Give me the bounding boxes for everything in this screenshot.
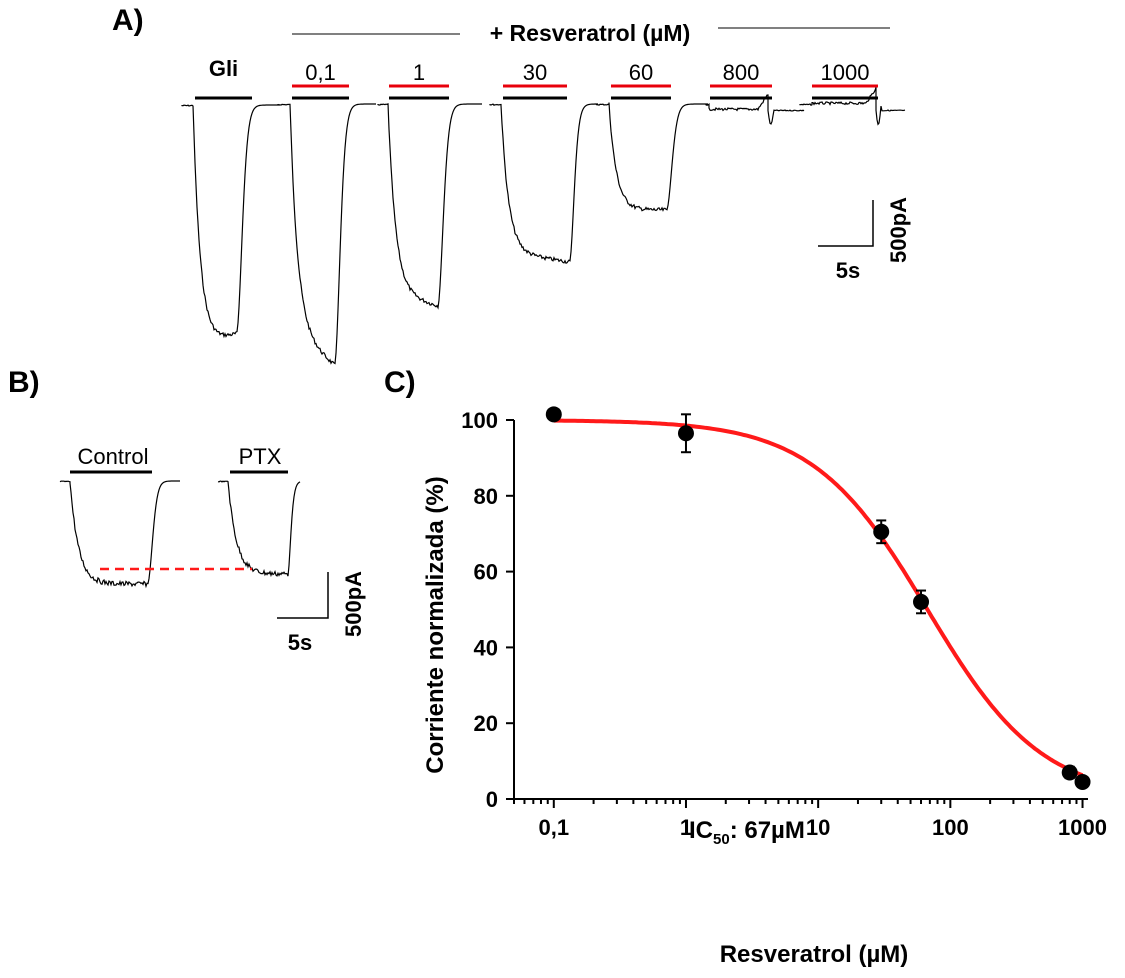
y-axis-ticks: 0 20 40 60 80 100	[461, 408, 514, 812]
trace-label: Gli	[209, 56, 238, 81]
ic50-value: : 67µM	[730, 817, 805, 844]
resveratrol-header: + Resveratrol (µM)	[490, 20, 691, 46]
panel-a-traces: Gli 0,1 1 30 60 800 1000	[181, 56, 906, 365]
data-points	[545, 406, 1091, 790]
y-tick-label: 80	[474, 484, 498, 509]
fit-curve	[553, 418, 1084, 778]
panel-b: Control PTX 5s 500pA	[59, 444, 366, 655]
control-trace	[59, 480, 180, 589]
current-trace	[799, 87, 906, 126]
trace-7: 1000	[799, 60, 906, 126]
x-tick-label: 100	[932, 815, 969, 840]
data-marker	[677, 425, 694, 442]
ic50-annotation: IC50: 67µM	[689, 817, 805, 848]
data-point	[545, 406, 562, 423]
x-axis-label: Resveratrol (µM)	[720, 941, 909, 968]
data-marker	[1061, 764, 1078, 781]
trace-label: 1000	[821, 60, 870, 85]
trace-label: 1	[413, 60, 425, 85]
panel-b-scale-current: 500pA	[341, 571, 366, 637]
x-tick-label: 10	[806, 815, 830, 840]
x-tick-label: 1000	[1058, 815, 1107, 840]
ic50-subscript: 50	[713, 831, 730, 848]
x-axis-ticks: 0,1 1 10 100 1000	[513, 799, 1107, 840]
data-point	[1061, 764, 1078, 781]
data-marker	[545, 406, 562, 423]
trace-label: 30	[523, 60, 547, 85]
current-trace	[595, 102, 708, 212]
panel-c-label: C)	[384, 366, 416, 399]
ptx-label: PTX	[239, 444, 282, 469]
panel-a-scale-time: 5s	[836, 258, 860, 283]
trace-2: 0,1	[277, 60, 376, 365]
panel-b-traces	[59, 480, 301, 589]
panel-b-scale-time: 5s	[288, 630, 312, 655]
y-tick-label: 40	[474, 635, 498, 660]
trace-label: 60	[629, 60, 653, 85]
panel-c: 0 20 40 60 80 100 0,1 1 10 100 1000 Resveratrol (…	[422, 406, 1107, 968]
y-tick-label: 60	[474, 560, 498, 585]
y-axis-label: Corriente normalizada (%)	[422, 476, 449, 773]
trace-5: 60	[595, 60, 708, 212]
panel-a: + Resveratrol (µM) Gli 0,1 1 30 60 800 1000 5s…	[181, 20, 911, 365]
data-point	[913, 589, 930, 615]
trace-label: 800	[723, 60, 760, 85]
current-trace	[489, 103, 598, 264]
data-point	[1074, 773, 1091, 790]
current-trace	[277, 103, 376, 365]
trace-1: Gli	[181, 56, 280, 339]
y-tick-label: 100	[461, 408, 498, 433]
current-trace	[705, 94, 805, 125]
ic50-main: IC	[689, 817, 713, 844]
panel-a-label: A)	[112, 4, 144, 37]
data-marker	[873, 523, 890, 540]
trace-6: 800	[705, 60, 805, 125]
panel-b-scale-bar: 5s 500pA	[277, 571, 366, 655]
y-tick-label: 0	[486, 787, 498, 812]
panel-a-scale-current: 500pA	[886, 197, 911, 263]
x-tick-label: 0,1	[538, 815, 569, 840]
data-point	[873, 519, 890, 545]
data-marker	[1074, 773, 1091, 790]
current-trace	[377, 103, 482, 310]
data-point	[677, 413, 694, 454]
panel-b-label: B)	[8, 366, 40, 399]
y-tick-label: 20	[474, 711, 498, 736]
x-tick-label: 1	[680, 815, 692, 840]
trace-label: 0,1	[305, 60, 336, 85]
panel-a-scale-bar: 5s 500pA	[818, 197, 911, 283]
current-trace	[181, 104, 280, 339]
trace-4: 30	[489, 60, 598, 264]
ptx-trace	[217, 480, 301, 578]
trace-3: 1	[377, 60, 482, 310]
control-label: Control	[78, 444, 149, 469]
data-marker	[913, 593, 930, 610]
